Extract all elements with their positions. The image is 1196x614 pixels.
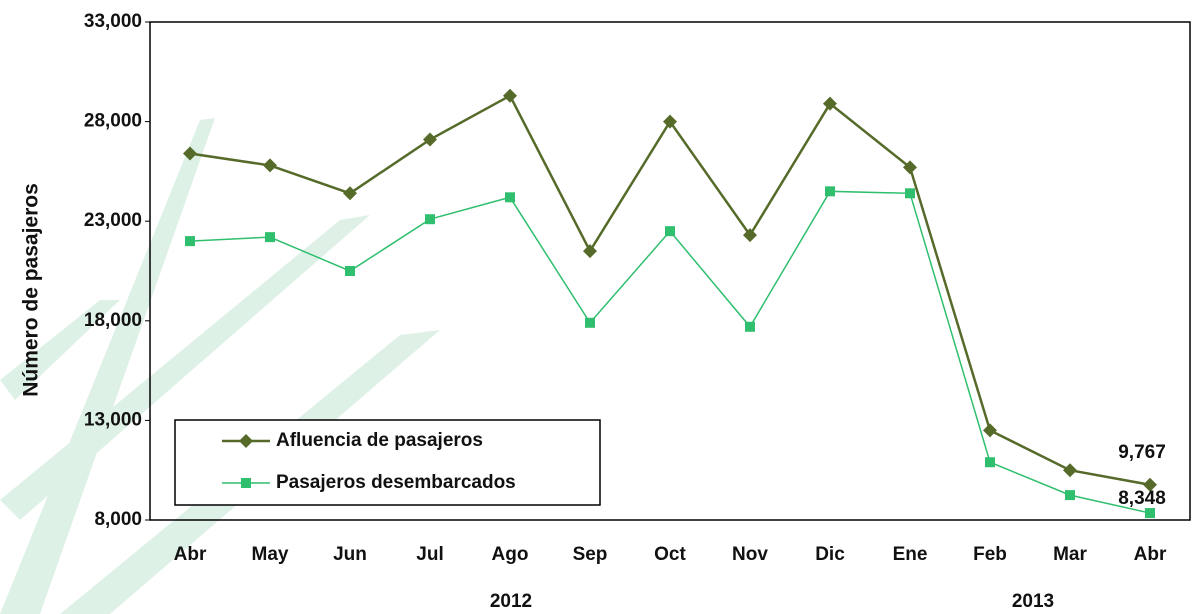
point xyxy=(263,158,277,173)
point xyxy=(743,228,757,243)
legend-label: Pasajeros desembarcados xyxy=(276,472,516,493)
legend-marker xyxy=(241,478,251,488)
year-label: 2013 xyxy=(1012,591,1054,612)
point xyxy=(343,186,357,201)
x-tick-label: Mar xyxy=(1053,544,1087,565)
point xyxy=(583,244,597,259)
point xyxy=(265,232,275,243)
y-tick-label: 33,000 xyxy=(84,11,142,32)
background-leaves xyxy=(0,118,440,614)
point xyxy=(185,236,195,247)
year-label: 2012 xyxy=(490,591,532,612)
point xyxy=(823,96,837,111)
x-tick-label: Oct xyxy=(654,544,686,565)
point xyxy=(825,186,835,197)
point xyxy=(903,160,917,175)
x-tick-label: Ene xyxy=(893,544,928,565)
value-label: 8,348 xyxy=(1118,488,1166,509)
y-axis-label: Número de pasajeros xyxy=(20,183,43,397)
x-tick-label: Abr xyxy=(174,544,207,565)
point xyxy=(985,457,995,468)
point xyxy=(665,226,675,237)
x-tick-label: Nov xyxy=(732,544,768,565)
plot-area xyxy=(149,21,1191,521)
point xyxy=(905,188,915,199)
y-tick-label: 8,000 xyxy=(94,509,142,530)
point xyxy=(505,192,515,203)
x-tick-label: May xyxy=(252,544,289,565)
point xyxy=(1065,490,1075,501)
point xyxy=(983,423,997,438)
x-tick-label: Abr xyxy=(1134,544,1167,565)
point xyxy=(745,321,755,332)
x-tick-label: Ago xyxy=(492,544,529,565)
point xyxy=(425,214,435,225)
x-tick-label: Dic xyxy=(815,544,845,565)
legend-marker xyxy=(239,434,253,448)
y-tick-label: 18,000 xyxy=(84,310,142,331)
point xyxy=(1143,477,1157,492)
y-tick-label: 28,000 xyxy=(84,111,142,132)
legend xyxy=(174,419,601,506)
x-tick-label: Jun xyxy=(333,544,367,565)
x-tick-label: Sep xyxy=(573,544,608,565)
point xyxy=(1145,508,1155,519)
point xyxy=(1063,463,1077,478)
point xyxy=(585,317,595,328)
y-tick-label: 23,000 xyxy=(84,210,142,231)
x-tick-label: Feb xyxy=(973,544,1007,565)
point xyxy=(423,132,437,147)
x-tick-label: Jul xyxy=(416,544,443,565)
point xyxy=(663,114,677,129)
point xyxy=(503,88,517,103)
y-tick-label: 13,000 xyxy=(84,409,142,430)
point xyxy=(345,266,355,276)
value-label: 9,767 xyxy=(1118,442,1166,463)
point xyxy=(183,146,197,161)
legend-label: Afluencia de pasajeros xyxy=(276,430,483,451)
